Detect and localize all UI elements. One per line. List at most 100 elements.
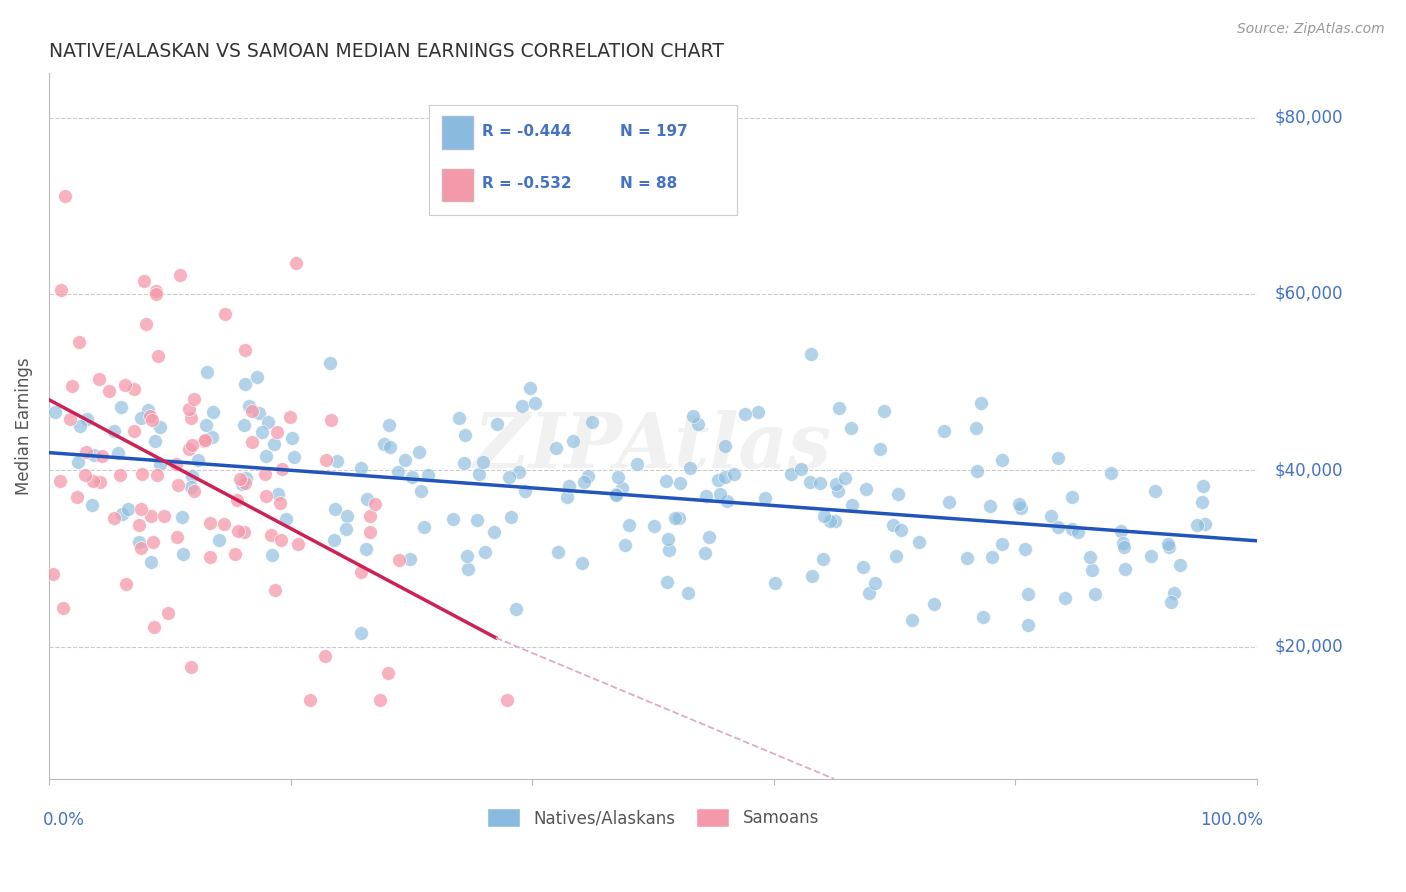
Point — [314, 649, 336, 664]
Text: $60,000: $60,000 — [1275, 285, 1344, 303]
Point — [966, 464, 988, 478]
Point — [157, 606, 180, 620]
Point — [882, 517, 904, 532]
Point — [713, 470, 735, 484]
Point — [278, 409, 301, 424]
Point — [657, 575, 679, 590]
Point — [378, 417, 401, 432]
Point — [110, 400, 132, 414]
Point — [1114, 562, 1136, 576]
Point — [75, 444, 97, 458]
Point — [457, 562, 479, 576]
Point — [388, 552, 411, 566]
Point — [571, 556, 593, 570]
Point — [447, 410, 470, 425]
Point — [44, 405, 66, 419]
Point — [323, 502, 346, 516]
Point — [1144, 483, 1167, 498]
Point — [441, 512, 464, 526]
Point — [115, 576, 138, 591]
Point — [408, 445, 430, 459]
Point — [252, 425, 274, 439]
Point — [886, 487, 908, 501]
Point — [183, 484, 205, 499]
Point — [869, 442, 891, 457]
Point — [131, 410, 153, 425]
Point — [965, 420, 987, 434]
Text: 100.0%: 100.0% — [1199, 811, 1263, 829]
Point — [232, 525, 254, 540]
Point — [668, 511, 690, 525]
Point — [233, 343, 256, 358]
Point — [828, 401, 851, 415]
Point — [122, 382, 145, 396]
Point — [58, 412, 80, 426]
Point — [368, 692, 391, 706]
Point — [1083, 587, 1105, 601]
Point — [235, 471, 257, 485]
Point — [107, 445, 129, 459]
Point — [544, 441, 567, 455]
Point — [298, 692, 321, 706]
Point — [747, 405, 769, 419]
Point — [247, 406, 270, 420]
Point — [180, 660, 202, 674]
Point — [103, 510, 125, 524]
Point — [195, 418, 218, 433]
Point — [409, 484, 432, 499]
Point — [263, 436, 285, 450]
Point — [465, 513, 488, 527]
Point — [87, 372, 110, 386]
Point — [359, 524, 381, 539]
Point — [128, 534, 150, 549]
Point — [605, 486, 627, 500]
Point — [131, 501, 153, 516]
Point — [240, 404, 263, 418]
Point — [336, 508, 359, 523]
Point — [110, 507, 132, 521]
Point — [128, 518, 150, 533]
Point — [323, 533, 346, 548]
Point — [180, 480, 202, 494]
Point — [510, 399, 533, 413]
Point — [224, 548, 246, 562]
Point — [283, 450, 305, 465]
Point — [399, 551, 422, 566]
Point — [454, 428, 477, 442]
Point — [198, 516, 221, 531]
Point — [226, 524, 249, 538]
Point — [686, 417, 709, 431]
Point — [257, 415, 280, 429]
Point — [799, 475, 821, 489]
Point — [824, 476, 846, 491]
Point — [499, 509, 522, 524]
Point — [76, 412, 98, 426]
Text: $20,000: $20,000 — [1275, 638, 1344, 656]
Text: $40,000: $40,000 — [1275, 461, 1344, 479]
Point — [134, 318, 156, 332]
Point — [418, 467, 440, 482]
Point — [863, 575, 886, 590]
Point — [890, 523, 912, 537]
Point — [519, 381, 541, 395]
Point — [42, 566, 65, 581]
Point — [858, 586, 880, 600]
Point — [373, 437, 395, 451]
Point — [1047, 519, 1070, 533]
Point — [387, 466, 409, 480]
Point — [80, 498, 103, 512]
Point — [143, 620, 166, 634]
Point — [607, 470, 630, 484]
Point — [62, 379, 84, 393]
Point — [800, 347, 823, 361]
Point — [321, 412, 343, 426]
Point — [1017, 587, 1039, 601]
Text: $80,000: $80,000 — [1275, 109, 1344, 127]
Point — [91, 449, 114, 463]
Point — [932, 424, 955, 438]
Point — [66, 490, 89, 504]
Point — [1008, 497, 1031, 511]
Point — [765, 575, 787, 590]
Point — [271, 462, 294, 476]
Point — [800, 569, 823, 583]
